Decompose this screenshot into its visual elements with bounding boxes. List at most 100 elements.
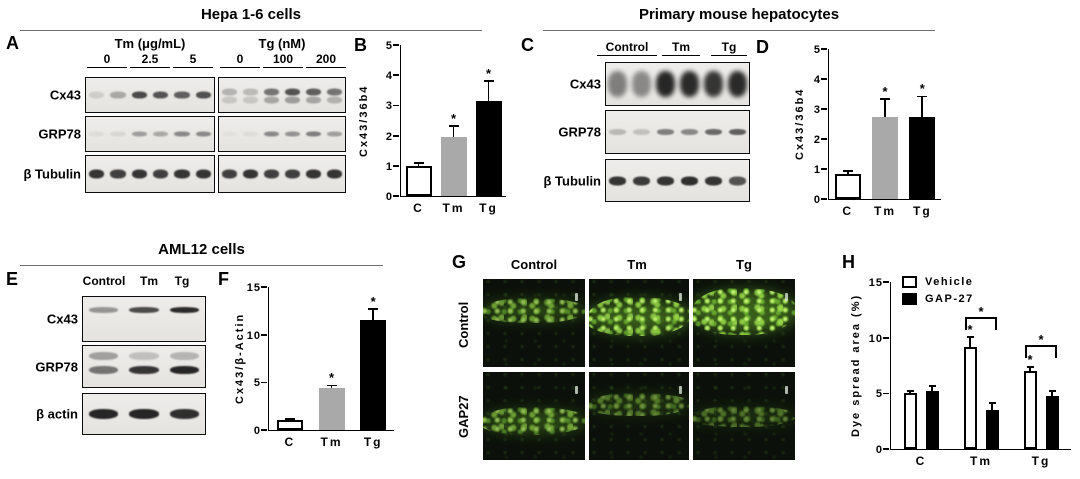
y-tick-label: 4 <box>813 74 821 86</box>
legend-label: Vehicle <box>925 276 974 288</box>
blot-box <box>85 155 215 193</box>
error-bar-cap <box>988 402 996 404</box>
bar-chart-h: 0 5 10 15 C * Tm * Tg * * Vehicle GAP-27 <box>869 276 1071 468</box>
bar-Tg <box>360 320 387 430</box>
fluo-image-Control-Tg <box>693 279 795 367</box>
protein-band <box>326 88 343 96</box>
blot-box <box>82 345 206 388</box>
protein-band <box>305 131 322 137</box>
panel-label-c: C <box>521 35 534 55</box>
y-tick-label: 5 <box>385 40 393 52</box>
y-axis-tick <box>393 104 399 107</box>
protein-band <box>131 91 147 99</box>
lane-label: 2.5 <box>130 52 170 68</box>
treatment-header-tm: Tm (μg/mL) <box>114 36 186 51</box>
protein-band <box>728 176 746 185</box>
lane-label: Control <box>82 274 126 288</box>
fluo-column-header: Tg <box>736 257 752 272</box>
protein-band <box>195 91 211 99</box>
blot-box <box>85 116 215 152</box>
protein-band <box>152 91 169 99</box>
error-bar-cap <box>368 308 379 310</box>
protein-band <box>195 131 211 137</box>
fluo-image-Control-Control <box>483 279 585 367</box>
y-axis-tick <box>261 429 267 431</box>
protein-band <box>88 131 105 137</box>
error-bar-cap <box>1048 390 1056 393</box>
protein-band <box>657 176 675 185</box>
bar-Tm-GAP-27 <box>985 410 999 449</box>
blot-row-label: β Tubulin <box>23 166 81 182</box>
protein-band <box>284 96 301 104</box>
panel-label-g: G <box>452 252 467 272</box>
fluo-signal-halo <box>693 408 795 424</box>
lane-label: 100 <box>263 52 303 68</box>
protein-band <box>284 88 301 96</box>
protein-band <box>174 91 190 99</box>
bar-C-GAP-27 <box>925 391 939 449</box>
error-bar <box>921 96 924 118</box>
protein-band <box>152 169 169 179</box>
error-bar-cap <box>928 385 936 388</box>
protein-band <box>110 131 126 137</box>
panel-label-d: D <box>756 37 769 57</box>
protein-band <box>305 88 322 96</box>
treatment-header-tg: Tg (nM) <box>258 36 306 51</box>
protein-band <box>680 176 698 185</box>
protein-band <box>242 131 259 137</box>
bar-Tm <box>318 388 345 430</box>
protein-band <box>704 176 722 185</box>
blot-box <box>218 155 346 193</box>
significance-star: * <box>370 293 376 309</box>
panel-label-a: A <box>6 33 19 53</box>
y-axis-tick <box>821 108 827 110</box>
section-title-aml: AML12 cells <box>20 241 383 266</box>
panel-label-b: B <box>354 35 367 55</box>
blot-row-label: β actin <box>36 406 78 422</box>
blot-box <box>82 296 206 342</box>
protein-band <box>129 409 159 419</box>
image-marker <box>785 386 788 395</box>
protein-band <box>242 88 259 96</box>
y-tick-label: 2 <box>813 134 821 146</box>
error-bar-cap <box>880 97 890 100</box>
fluorescence-grid <box>483 279 795 460</box>
x-category-label: Tm <box>442 201 465 215</box>
fluo-image-GAP27-Control <box>483 372 585 460</box>
fluo-image-Control-Tm <box>589 279 689 367</box>
significance-star: * <box>485 65 492 81</box>
fluo-row-header: Control <box>456 301 471 349</box>
y-axis-tick <box>261 333 267 336</box>
protein-band <box>263 169 280 179</box>
y-tick-label: 0 <box>813 194 821 206</box>
y-axis-tick <box>821 198 827 200</box>
protein-band <box>632 71 652 97</box>
image-marker <box>679 293 682 302</box>
lane-label: 200 <box>306 52 346 68</box>
lane-label: Tg <box>174 274 190 288</box>
western-blot-panel-c: Cx43 GRP78 β Tubulin <box>520 62 755 204</box>
fluo-image-GAP27-Tm <box>589 372 689 460</box>
bar-Tm <box>872 116 898 199</box>
protein-band <box>657 129 675 135</box>
protein-band <box>326 96 343 104</box>
blot-row-label: Cx43 <box>569 76 601 92</box>
blot-row-label: GRP78 <box>558 124 601 140</box>
blot-box <box>218 77 346 113</box>
significance-star: * <box>328 370 335 386</box>
y-axis-label: Cx43/β-Actin <box>234 312 246 405</box>
significance-bracket-tick <box>1025 345 1027 358</box>
protein-band <box>305 96 322 104</box>
protein-band <box>129 307 159 314</box>
blot-row-label: Cx43 <box>49 87 81 103</box>
error-bar <box>846 170 849 175</box>
error-bar-cap <box>906 390 914 393</box>
y-axis-label: Dye spread area (%) <box>850 293 862 438</box>
significance-star: * <box>450 110 457 126</box>
significance-star: * <box>978 303 984 319</box>
image-marker <box>679 386 682 395</box>
protein-band <box>679 71 699 97</box>
error-bar <box>884 98 886 117</box>
error-bar <box>452 125 455 138</box>
x-category-label: Tm <box>874 204 896 218</box>
